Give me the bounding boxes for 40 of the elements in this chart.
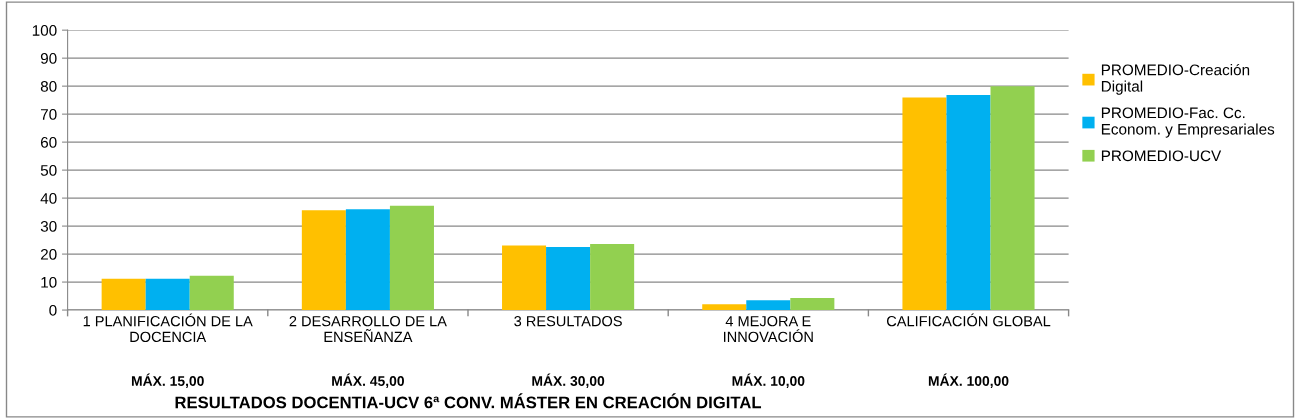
bar <box>902 97 947 311</box>
bar <box>101 278 146 311</box>
text: RESULTADOS DOCENTIA-UCV 6ª CONV. MÁSTER EN CREACIÓN DIGITAL <box>175 393 762 409</box>
x-tick-label: 3 RESULTADOS <box>514 316 622 327</box>
legend-label: PROMEDIO-Creación Digital <box>1101 63 1250 95</box>
text: MÁX. 30,00 <box>532 373 605 388</box>
bar <box>590 244 635 311</box>
bar <box>546 247 591 311</box>
text: MÁX. 10,00 <box>732 373 805 388</box>
x-tick-label: CALIFICACIÓN GLOBAL <box>886 313 1051 327</box>
y-tick-label: 40 <box>40 192 57 204</box>
x-tick-label: 1 PLANIFICACIÓN DE LA DOCENCIA <box>83 313 253 343</box>
x-tick-label: 2 DESARROLLO DE LA ENSEÑANZA <box>289 316 447 343</box>
bar <box>946 95 991 311</box>
bar <box>189 275 234 311</box>
legend-label: PROMEDIO-Fac. Cc. Econom. y Empresariales <box>1101 107 1275 138</box>
y-tick-label: 30 <box>40 220 57 232</box>
y-tick-label: 80 <box>40 81 57 92</box>
text: MÁX. 15,00 <box>131 373 204 388</box>
legend-label: PROMEDIO-UCV <box>1101 150 1222 162</box>
bar <box>790 298 835 311</box>
text: MÁX. 100,00 <box>928 373 1009 388</box>
x-tick-label: 4 MEJORA E INNOVACIÓN <box>724 316 813 343</box>
bar <box>990 86 1035 311</box>
bar <box>389 205 434 311</box>
bar <box>746 300 791 311</box>
y-tick-label: 10 <box>41 276 57 288</box>
bar <box>345 209 390 311</box>
y-tick-label: 50 <box>40 164 57 176</box>
y-tick-label: 20 <box>40 248 57 260</box>
y-tick-label: 70 <box>40 109 57 120</box>
bar <box>301 210 346 311</box>
y-tick-label: 90 <box>40 53 57 64</box>
y-tick-label: 0 <box>49 304 57 316</box>
bar <box>145 278 190 311</box>
bar <box>702 304 747 311</box>
bar <box>502 245 547 311</box>
y-tick-label: 100 <box>32 25 57 36</box>
text: MÁX. 45,00 <box>332 373 404 388</box>
y-tick-label: 60 <box>40 136 57 148</box>
